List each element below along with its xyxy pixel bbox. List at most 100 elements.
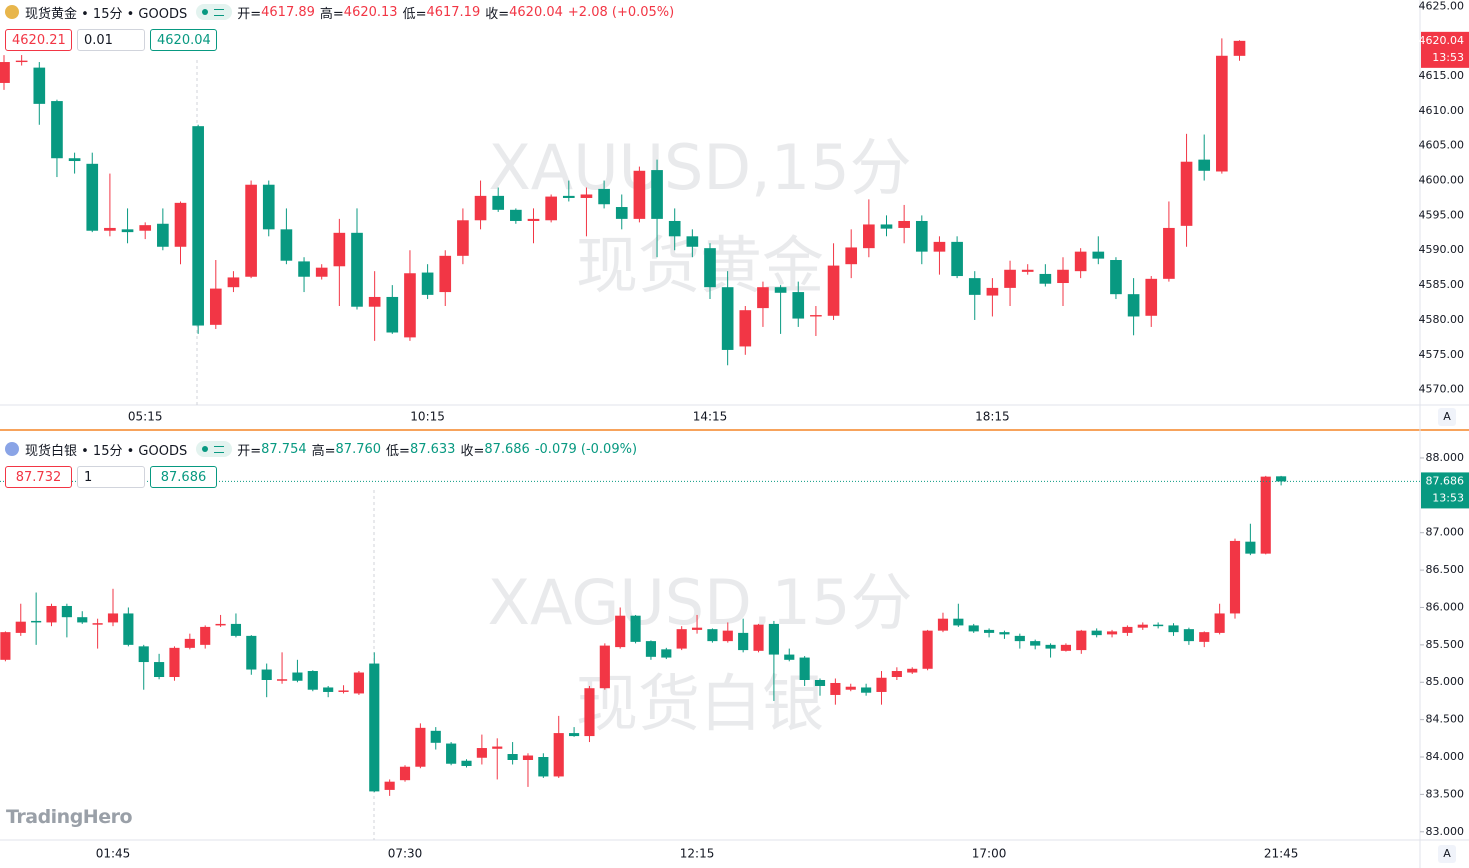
candle-body [68, 158, 81, 162]
candle-body [1004, 269, 1016, 288]
countdown: 13:53 [1432, 51, 1464, 64]
candle-body [415, 727, 426, 767]
candle-body [323, 687, 334, 692]
price-tag-label: 87.686 [1426, 474, 1465, 487]
y-tick-label: 85.000 [1426, 675, 1465, 688]
candle-body [298, 261, 310, 277]
candle-body [538, 757, 549, 777]
candle-body [569, 733, 580, 737]
candle-body [276, 679, 288, 681]
candle-body [845, 686, 856, 690]
candle-body [953, 618, 964, 626]
candle-body [1276, 476, 1287, 482]
candle-body [891, 671, 902, 678]
candle-body [215, 623, 226, 626]
candle-body [651, 170, 663, 219]
candle-body [200, 626, 211, 645]
candle-body [1183, 629, 1194, 642]
candle-body [61, 605, 72, 618]
candle-body [384, 781, 395, 790]
candle-body [368, 296, 381, 307]
candle-body [1199, 632, 1210, 642]
candle-body [0, 62, 10, 83]
candle-body [562, 195, 575, 198]
candle-body [810, 315, 822, 317]
candle-body [1198, 159, 1211, 171]
x-tick-label: 10:15 [410, 410, 445, 424]
candle-body [876, 677, 887, 692]
watermark: 现货白银 [576, 667, 824, 740]
candle-body [474, 195, 487, 221]
candle-body [138, 646, 149, 663]
candle-body [553, 733, 564, 777]
ohlc-value: 87.760 [335, 441, 382, 457]
candle-body [615, 207, 628, 219]
candle-body [107, 613, 119, 623]
candle-body [898, 220, 910, 228]
y-tick-label: 85.500 [1426, 638, 1465, 651]
market-status [196, 4, 233, 20]
candle-body [33, 67, 46, 104]
y-tick-label: 86.500 [1426, 563, 1465, 576]
candle-body [353, 672, 364, 694]
candle-body [315, 267, 328, 277]
candle-body [915, 220, 928, 252]
candle-body [739, 310, 752, 347]
candle-body [933, 241, 946, 252]
legend-header: 现货黄金 • 15分 • GOODS 开= 4617.89 高= 4620.13 低= 46… [5, 2, 679, 22]
candle-body [46, 605, 57, 623]
candle-body [510, 209, 522, 221]
candle-body [15, 60, 28, 63]
candle-body [0, 632, 11, 660]
y-tick-label: 4585.00 [1419, 278, 1465, 291]
order-button[interactable]: 87.732 [5, 466, 72, 488]
watermark: 现货黄金 [576, 229, 824, 302]
order-button[interactable]: 4620.21 [5, 29, 72, 51]
candle-body [1060, 644, 1072, 651]
candle-body [1106, 631, 1118, 635]
candle-body [753, 624, 764, 651]
candle-body [922, 630, 933, 669]
candle-body [1229, 540, 1241, 614]
candle-body [686, 236, 699, 247]
price-tag [1421, 472, 1469, 509]
x-tick-label: 21:45 [1264, 847, 1299, 861]
candle-body [986, 287, 999, 296]
candle-body [1021, 269, 1034, 272]
candle-body [1180, 161, 1193, 226]
order-button[interactable]: 4620.04 [150, 29, 217, 51]
candle-body [1091, 630, 1102, 636]
scale-button[interactable]: A [1443, 410, 1451, 423]
candle-body [907, 668, 918, 673]
candle-body [1014, 635, 1025, 642]
candle-body [633, 170, 646, 219]
candle-body [968, 278, 981, 295]
candle-body [1168, 625, 1179, 633]
ohlc-label: 低= [386, 443, 410, 459]
candle-body [92, 623, 103, 625]
ohlc-value: 4617.19 [426, 4, 481, 20]
market-status [196, 441, 233, 457]
candle-body [630, 615, 641, 642]
quantity-input[interactable]: 0.01 [77, 29, 145, 51]
y-tick-label: 88.000 [1426, 451, 1465, 464]
quantity-input[interactable]: 1 [77, 466, 145, 488]
ohlc-value: 87.686 [484, 441, 530, 457]
candle-body [1163, 227, 1175, 279]
candle-body [209, 288, 222, 325]
order-button[interactable]: 87.686 [150, 466, 217, 488]
ohlc-label: 收= [485, 6, 510, 22]
candle-body [1045, 644, 1056, 649]
candle-body [439, 255, 452, 293]
candle-body [104, 227, 116, 231]
candle-body [307, 671, 318, 690]
symbol-title: 现货白银 • 15分 • GOODS [25, 443, 188, 459]
scale-button[interactable]: A [1443, 847, 1451, 860]
y-tick-label: 83.500 [1426, 787, 1465, 800]
ohlc-label: 收= [460, 443, 485, 459]
countdown: 13:53 [1432, 491, 1464, 504]
candle-body [292, 672, 303, 681]
candle-body [31, 620, 42, 623]
candle-body [580, 194, 593, 198]
